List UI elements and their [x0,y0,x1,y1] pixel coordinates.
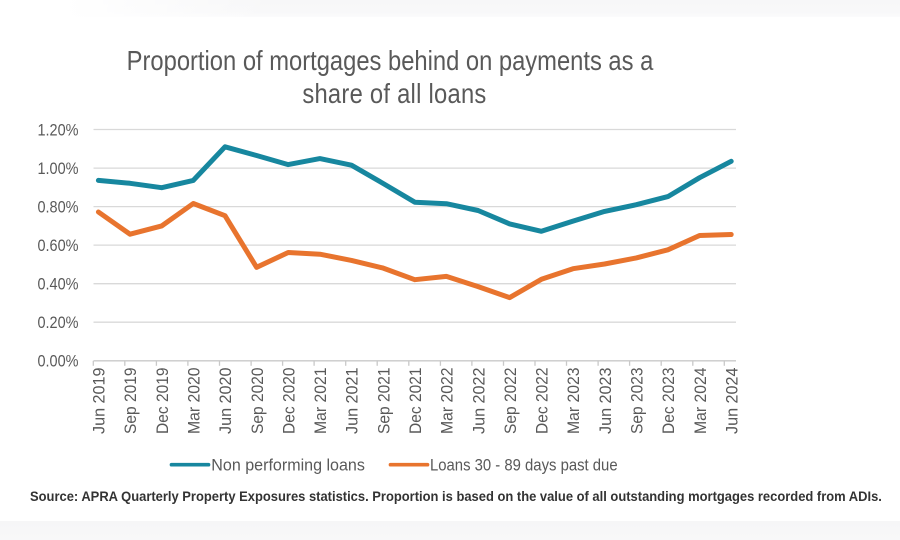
svg-text:Sep 2019: Sep 2019 [121,368,140,435]
svg-text:Sep 2020: Sep 2020 [248,368,267,435]
svg-text:Dec 2021: Dec 2021 [406,368,425,435]
svg-text:0.00%: 0.00% [38,352,79,371]
svg-text:Dec 2022: Dec 2022 [533,368,552,435]
svg-text:Jun 2024: Jun 2024 [722,368,741,435]
svg-text:Mar 2021: Mar 2021 [311,368,330,435]
svg-text:Dec 2023: Dec 2023 [659,368,678,435]
svg-text:Jun 2020: Jun 2020 [216,368,235,435]
svg-text:Mar 2022: Mar 2022 [438,368,457,435]
svg-text:Jun 2022: Jun 2022 [469,368,488,435]
svg-text:Sep 2021: Sep 2021 [374,368,393,435]
svg-text:Jun 2019: Jun 2019 [90,368,109,435]
svg-text:Mar 2024: Mar 2024 [691,368,710,435]
svg-text:Dec 2019: Dec 2019 [153,368,172,435]
svg-text:1.00%: 1.00% [38,159,79,178]
svg-text:Sep 2023: Sep 2023 [628,368,647,435]
svg-text:0.60%: 0.60% [38,236,79,255]
svg-text:0.20%: 0.20% [38,313,79,332]
svg-text:1.20%: 1.20% [38,120,79,139]
svg-text:0.40%: 0.40% [38,275,79,294]
svg-text:Non performing loans: Non performing loans [211,456,365,475]
svg-text:Jun 2021: Jun 2021 [343,368,362,435]
svg-text:Dec 2020: Dec 2020 [279,368,298,435]
svg-text:Sep 2022: Sep 2022 [501,368,520,435]
svg-text:0.80%: 0.80% [38,197,79,216]
svg-text:Jun 2023: Jun 2023 [596,368,615,435]
svg-text:Loans 30 - 89 days past due: Loans 30 - 89 days past due [430,456,618,475]
svg-text:Mar 2020: Mar 2020 [185,368,204,435]
svg-text:Mar 2023: Mar 2023 [564,368,583,435]
